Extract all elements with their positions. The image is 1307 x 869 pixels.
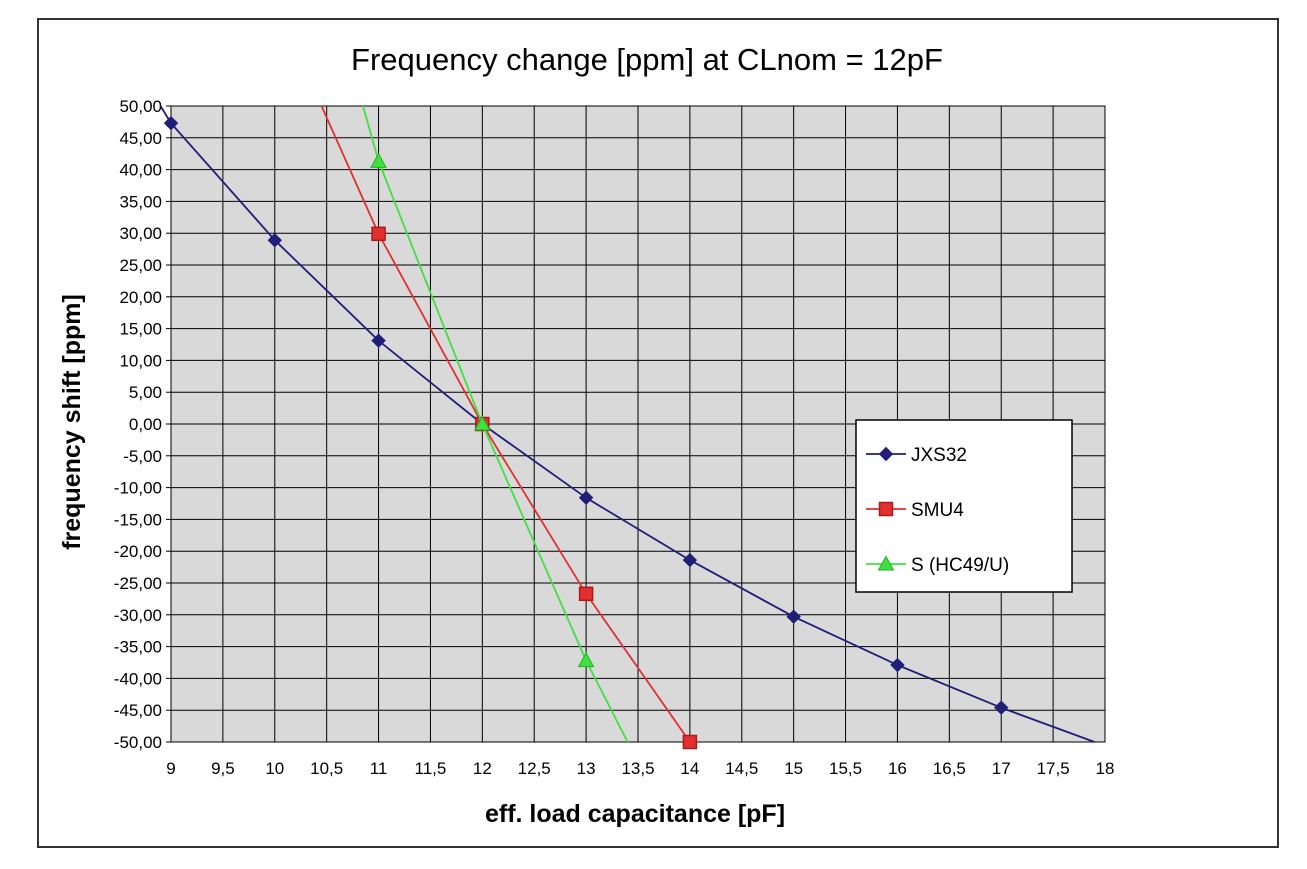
y-tick-label: -15,00	[114, 510, 162, 529]
x-tick-labels: 9 9,5 10 10,5 11 11,5 12 12,5 13 13,5 14 14,5 15 15,5…	[166, 759, 1114, 778]
data-point	[267, 232, 282, 248]
chart-title: Frequency change [ppm] at CLnom = 12pF	[351, 42, 943, 77]
legend-label: JXS32	[911, 445, 967, 466]
data-point	[994, 700, 1009, 715]
x-tick-label: 17,5	[1037, 759, 1070, 778]
y-tick-label: -45,00	[114, 701, 162, 720]
series-jxs32	[159, 105, 1095, 743]
y-tick-label: 30,00	[119, 224, 162, 243]
x-tick-label: 9	[166, 759, 175, 778]
data-point	[371, 226, 386, 242]
y-tick-labels: 50,00 45,00 40,00 35,00 30,00 25,00 20,00 15,00…	[114, 97, 162, 752]
x-tick-label: 16	[888, 759, 907, 778]
data-point	[682, 734, 698, 750]
x-tick-label: 13	[577, 759, 596, 778]
x-tick-label: 15,5	[829, 759, 862, 778]
x-tick-label: 16,5	[933, 759, 966, 778]
y-tick-label: 35,00	[119, 192, 162, 211]
y-axis-label: frequency shift [ppm]	[58, 294, 86, 550]
x-tick-label: 12	[473, 759, 492, 778]
x-axis-label: eff. load capacitance [pF]	[485, 800, 785, 828]
y-tick-label: 15,00	[119, 320, 162, 339]
y-tick-label: -25,00	[114, 574, 162, 593]
y-tick-label: -5,00	[123, 447, 162, 466]
series-s-hc49-u-	[362, 105, 629, 743]
legend-item: JXS32	[866, 445, 967, 466]
x-tick-label: 10,5	[310, 759, 343, 778]
x-tick-label: 18	[1096, 759, 1115, 778]
data-point	[371, 333, 386, 348]
y-tick-label: 50,00	[119, 97, 162, 116]
legend-marker	[877, 555, 895, 571]
x-tick-label: 12,5	[518, 759, 551, 778]
legend-item: SMU4	[866, 500, 964, 521]
y-tick-label: -40,00	[114, 669, 162, 688]
data-point	[578, 490, 594, 505]
legend-label: SMU4	[911, 500, 964, 521]
y-tick-label: 10,00	[119, 351, 162, 370]
legend-label: S (HC49/U)	[911, 555, 1009, 576]
data-point	[577, 652, 595, 668]
x-tick-label: 13,5	[621, 759, 654, 778]
y-tick-label: -30,00	[114, 606, 162, 625]
y-tick-label: 25,00	[119, 256, 162, 275]
x-tick-label: 15	[784, 759, 803, 778]
data-point	[786, 609, 801, 624]
y-tick-label: -50,00	[114, 733, 162, 752]
y-tick-label: -20,00	[114, 542, 162, 561]
legend: JXS32 SMU4 S (HC49/U)	[855, 419, 1073, 593]
data-point	[578, 586, 594, 602]
x-tick-label: 11,5	[415, 759, 447, 778]
x-tick-label: 17	[992, 759, 1011, 778]
data-point	[473, 415, 491, 431]
data-point	[370, 152, 387, 168]
x-tick-label: 14,5	[725, 759, 758, 778]
legend-item: S (HC49/U)	[866, 555, 1009, 576]
data-point	[163, 115, 179, 131]
y-tick-label: -35,00	[114, 638, 162, 657]
y-tick-label: 40,00	[119, 161, 162, 180]
x-tick-label: 9,5	[211, 759, 235, 778]
y-tick-label: -10,00	[114, 479, 162, 498]
data-point	[682, 552, 698, 568]
y-tick-label: 0,00	[129, 415, 162, 434]
y-tick-label: 20,00	[119, 288, 162, 307]
legend-marker	[878, 501, 894, 517]
x-tick-label: 14	[680, 759, 699, 778]
y-tick-label: 45,00	[119, 129, 162, 148]
series-group	[159, 105, 1095, 750]
x-tick-label: 10	[265, 759, 284, 778]
y-tick-label: 5,00	[129, 383, 162, 402]
data-point	[890, 657, 905, 673]
x-tick-label: 11	[370, 759, 388, 778]
legend-marker	[878, 446, 894, 462]
